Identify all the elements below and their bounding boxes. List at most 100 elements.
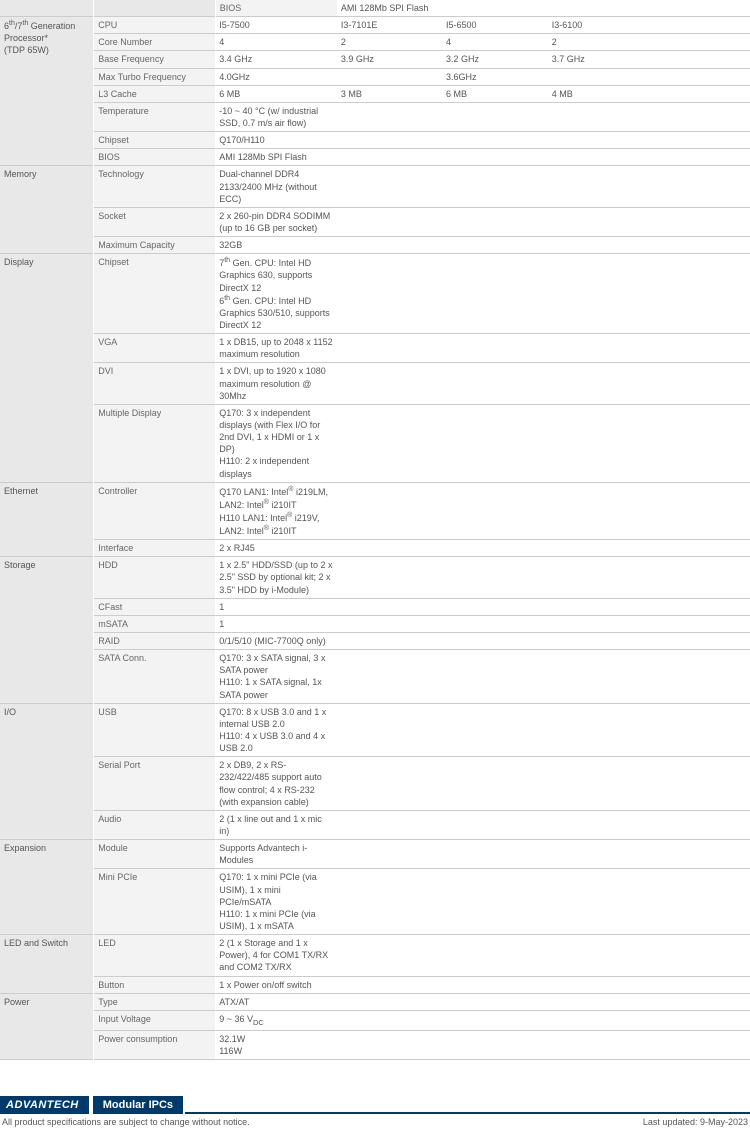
value-cell: 2 (1 x line out and 1 x mic in) xyxy=(215,810,337,839)
value-cell: 2 (1 x Storage and 1 x Power), 4 for COM… xyxy=(215,935,337,976)
value-cell xyxy=(337,207,442,236)
value-cell: 1 x 2.5" HDD/SSD (up to 2 x 2.5" SSD by … xyxy=(215,557,337,598)
table-row: mSATA1 xyxy=(0,615,750,632)
table-row: Max Turbo Frequency4.0GHz3.6GHz xyxy=(0,68,750,85)
sub-cell: Maximum Capacity xyxy=(94,237,215,254)
value-cell: 3.4 GHz xyxy=(215,51,337,68)
value-cell xyxy=(548,840,651,869)
sub-cell: Socket xyxy=(94,207,215,236)
sub-cell: Module xyxy=(94,840,215,869)
value-cell xyxy=(442,254,548,334)
value-cell: 4 MB xyxy=(548,85,651,102)
value-cell xyxy=(442,869,548,935)
category-cell xyxy=(0,0,94,17)
table-row: Mini PCIeQ170: 1 x mini PCIe (via USIM),… xyxy=(0,869,750,935)
value-cell xyxy=(548,404,651,482)
value-cell xyxy=(337,334,442,363)
value-cell xyxy=(442,0,548,17)
value-cell xyxy=(337,993,442,1010)
value-cell: ATX/AT xyxy=(215,993,337,1010)
value-cell xyxy=(548,207,651,236)
table-row: 6th/7th Generation Processor*(TDP 65W)CP… xyxy=(0,17,750,34)
sub-cell: Mini PCIe xyxy=(94,869,215,935)
value-cell xyxy=(442,598,548,615)
footer-disclaimer: All product specifications are subject t… xyxy=(2,1117,250,1127)
sub-cell: Button xyxy=(94,976,215,993)
value-cell: 2 xyxy=(548,34,651,51)
sub-cell: BIOS xyxy=(94,149,215,166)
table-row: Input Voltage9 ~ 36 VDC xyxy=(0,1010,750,1030)
value-cell xyxy=(337,237,442,254)
table-row: Socket2 x 260-pin DDR4 SODIMM (up to 16 … xyxy=(0,207,750,236)
value-cell: I3-7101E xyxy=(337,17,442,34)
table-row: DVI1 x DVI, up to 1920 x 1080 maximum re… xyxy=(0,363,750,404)
table-row: Interface2 x RJ45 xyxy=(0,540,750,557)
value-cell xyxy=(548,869,651,935)
value-cell xyxy=(442,102,548,131)
value-cell: 3.9 GHz xyxy=(337,51,442,68)
category-cell: Display xyxy=(0,254,94,482)
value-cell: 1 xyxy=(215,615,337,632)
value-cell xyxy=(548,237,651,254)
table-row: ExpansionModuleSupports Advantech i-Modu… xyxy=(0,840,750,869)
value-cell xyxy=(442,935,548,976)
sub-cell: Power consumption xyxy=(94,1030,215,1059)
sub-cell: Controller xyxy=(94,482,215,540)
value-cell xyxy=(337,1030,442,1059)
table-row: L3 Cache6 MB3 MB6 MB4 MB xyxy=(0,85,750,102)
value-cell xyxy=(337,633,442,650)
category-cell: Expansion xyxy=(0,840,94,935)
value-cell xyxy=(548,540,651,557)
value-cell xyxy=(442,207,548,236)
value-cell: 1 xyxy=(215,598,337,615)
value-cell: AMI 128Mb SPI Flash xyxy=(337,0,442,17)
value-cell xyxy=(548,254,651,334)
value-cell: 3.7 GHz xyxy=(548,51,651,68)
value-cell xyxy=(548,993,651,1010)
value-cell xyxy=(337,102,442,131)
value-cell xyxy=(548,363,651,404)
value-cell xyxy=(337,869,442,935)
value-cell xyxy=(442,482,548,540)
value-cell: Q170: 3 x independent displays (with Fle… xyxy=(215,404,337,482)
sub-cell: CFast xyxy=(94,598,215,615)
value-cell xyxy=(337,976,442,993)
value-cell xyxy=(548,810,651,839)
value-cell xyxy=(548,1030,651,1059)
value-cell: 4 xyxy=(215,34,337,51)
value-cell: I5-7500 xyxy=(215,17,337,34)
value-cell xyxy=(337,132,442,149)
value-cell xyxy=(442,404,548,482)
sub-cell: RAID xyxy=(94,633,215,650)
category-cell: Memory xyxy=(0,166,94,254)
value-cell xyxy=(442,557,548,598)
table-row: PowerTypeATX/AT xyxy=(0,993,750,1010)
value-cell xyxy=(337,598,442,615)
sub-cell: SATA Conn. xyxy=(94,650,215,704)
sub-cell: Core Number xyxy=(94,34,215,51)
sub-cell: VGA xyxy=(94,334,215,363)
sub-cell: DVI xyxy=(94,363,215,404)
value-cell: 6 MB xyxy=(215,85,337,102)
value-cell xyxy=(548,935,651,976)
category-cell: Ethernet xyxy=(0,482,94,557)
value-cell xyxy=(337,68,442,85)
sub-cell: Temperature xyxy=(94,102,215,131)
table-row: Power consumption32.1W116W xyxy=(0,1030,750,1059)
value-cell xyxy=(548,166,651,207)
value-cell xyxy=(442,540,548,557)
value-cell: 32.1W116W xyxy=(215,1030,337,1059)
value-cell: 1 x DB15, up to 2048 x 1152 maximum reso… xyxy=(215,334,337,363)
sub-cell: Audio xyxy=(94,810,215,839)
value-cell xyxy=(337,810,442,839)
value-cell xyxy=(337,935,442,976)
value-cell: Q170: 3 x SATA signal, 3 x SATA powerH11… xyxy=(215,650,337,704)
value-cell xyxy=(442,840,548,869)
value-cell xyxy=(442,237,548,254)
value-cell xyxy=(651,0,750,17)
value-cell xyxy=(442,615,548,632)
table-row: DisplayChipset7th Gen. CPU: Intel HD Gra… xyxy=(0,254,750,334)
value-cell: 2 x DB9, 2 x RS-232/422/485 support auto… xyxy=(215,757,337,811)
value-cell xyxy=(548,1010,651,1030)
footer-updated: Last updated: 9-May-2023 xyxy=(643,1117,748,1127)
